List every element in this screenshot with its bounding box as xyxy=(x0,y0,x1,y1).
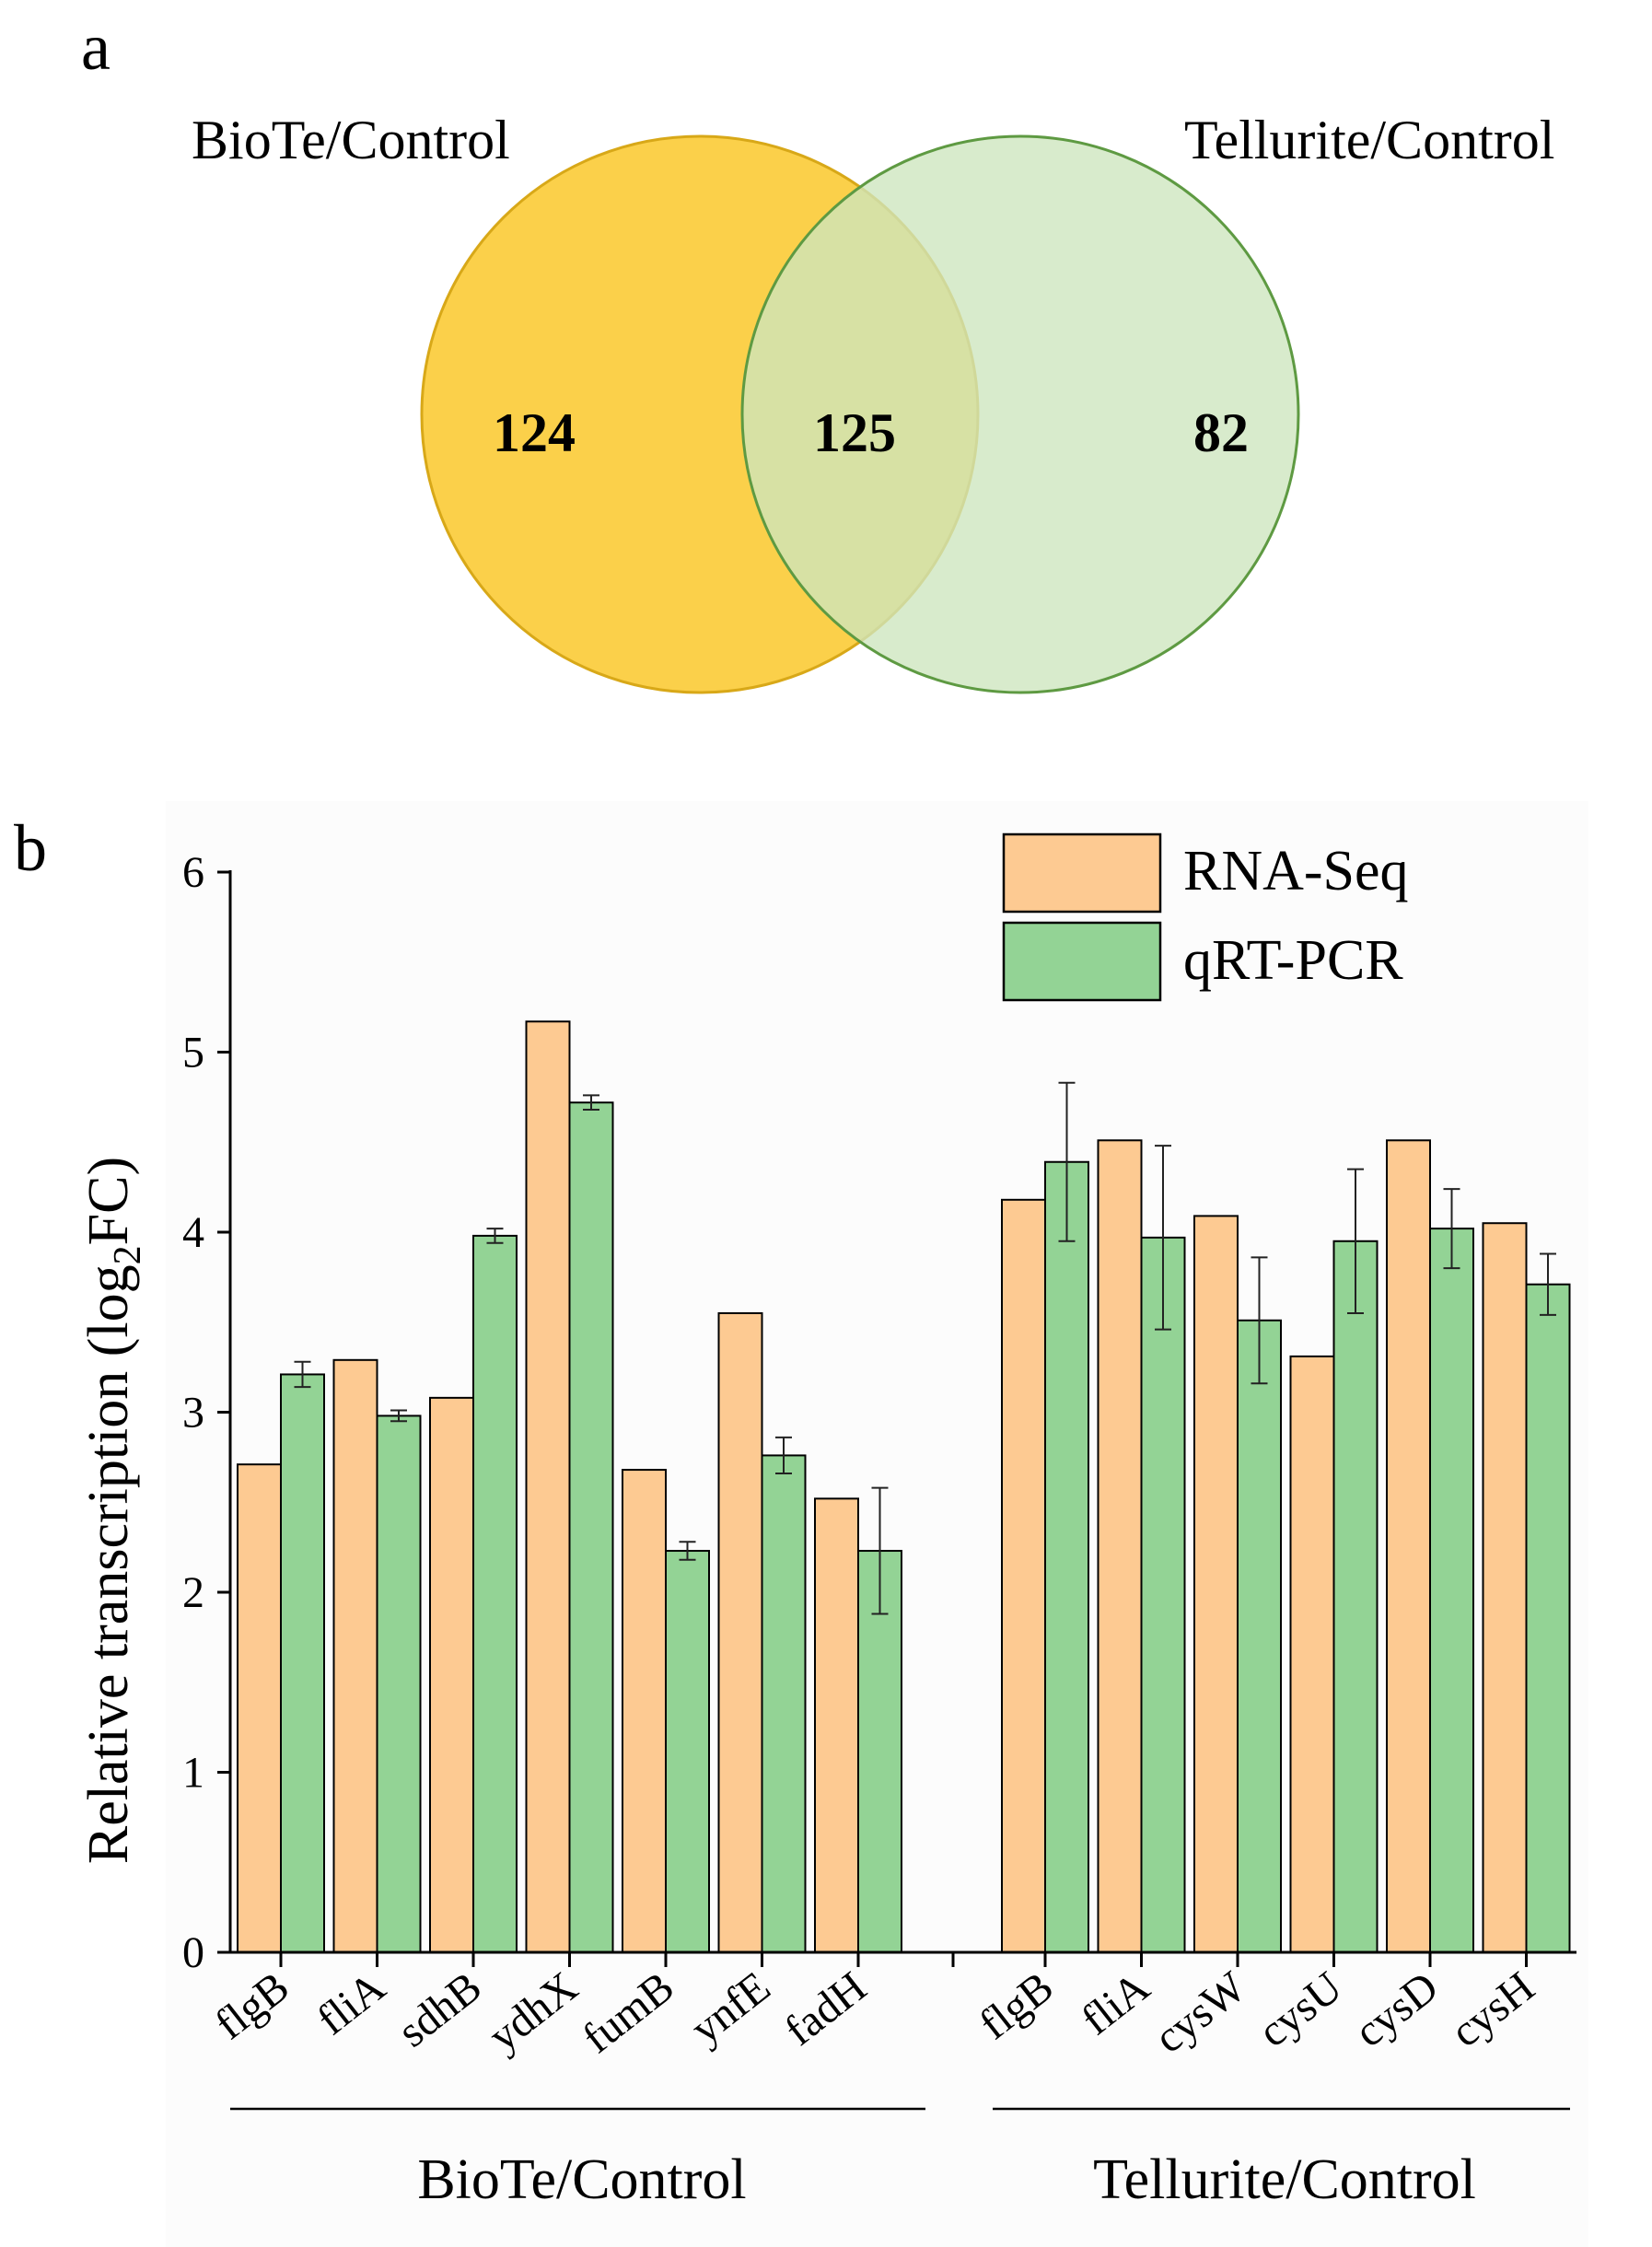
error-bar-qrt-pcr-cysD xyxy=(1443,1188,1460,1270)
error-bar-qrt-pcr-fliA xyxy=(1155,1145,1171,1331)
y-tick-label: 2 xyxy=(182,1568,204,1617)
error-bar-qrt-pcr-flgB xyxy=(294,1360,311,1389)
venn-circle-tellurite xyxy=(740,134,1300,694)
error-bar-qrt-pcr-flgB xyxy=(1058,1081,1076,1242)
bar-rna-seq-cysH xyxy=(1482,1222,1528,1953)
bar-qrt-pcr-ydhX xyxy=(568,1101,614,1953)
legend-swatch-qrt-pcr xyxy=(1002,921,1162,1002)
bar-qrt-pcr-fliA xyxy=(1140,1236,1186,1953)
bar-rna-seq-cysU xyxy=(1289,1355,1335,1953)
panel-b: b Relative transcription (log2FC) 012345… xyxy=(14,801,1588,2247)
bar-qrt-pcr-flgB xyxy=(1044,1160,1089,1953)
error-bar-qrt-pcr-fumB xyxy=(679,1541,696,1561)
y-axis-title-end: FC) xyxy=(77,1157,140,1245)
bar-rna-seq-fadH xyxy=(814,1497,859,1953)
group-label-biote: BioTe/Control xyxy=(417,2148,746,2211)
error-bar-qrt-pcr-fadH xyxy=(871,1486,889,1615)
panel-a-label: a xyxy=(81,10,111,84)
y-axis-title-subscript: 2 xyxy=(107,1245,149,1264)
y-axis-title-main: Relative transcription (log xyxy=(77,1264,140,1864)
bar-qrt-pcr-fadH xyxy=(857,1550,902,1954)
bar-rna-seq-flgB xyxy=(1001,1198,1046,1954)
bar-qrt-pcr-cysU xyxy=(1332,1240,1379,1953)
error-bar-qrt-pcr-fliA xyxy=(390,1409,407,1423)
y-tick-label: 0 xyxy=(182,1928,204,1977)
bar-qrt-pcr-ynfE xyxy=(761,1454,807,1954)
y-tick-label: 3 xyxy=(182,1389,204,1438)
panel-b-label: b xyxy=(14,811,47,885)
y-tick-label: 5 xyxy=(182,1029,204,1077)
bar-qrt-pcr-cysD xyxy=(1429,1228,1474,1953)
bar-qrt-pcr-cysH xyxy=(1525,1283,1571,1953)
bar-rna-seq-ydhX xyxy=(525,1020,571,1953)
y-tick-label: 4 xyxy=(182,1208,204,1257)
venn-overlap-count: 125 xyxy=(813,402,896,463)
bar-rna-seq-cysD xyxy=(1386,1139,1431,1954)
bar-rna-seq-ynfE xyxy=(717,1311,763,1953)
bar-rna-seq-fliA xyxy=(1097,1139,1143,1954)
error-bar-qrt-pcr-ynfE xyxy=(775,1436,792,1474)
bar-qrt-pcr-sdhB xyxy=(472,1234,518,1954)
bar-qrt-pcr-fumB xyxy=(665,1550,710,1954)
bar-qrt-pcr-fliA xyxy=(376,1415,422,1954)
legend-label-qrt-pcr: qRT-PCR xyxy=(1183,929,1403,992)
bar-rna-seq-flgB xyxy=(237,1463,282,1953)
error-bar-qrt-pcr-cysU xyxy=(1347,1168,1364,1314)
panel-a: a BioTe/Control Tellurite/Control 124 12… xyxy=(81,10,1554,694)
bar-rna-seq-cysW xyxy=(1193,1215,1239,1953)
error-bar-qrt-pcr-cysH xyxy=(1540,1252,1556,1316)
legend-swatch-rna-seq xyxy=(1002,832,1162,914)
bars xyxy=(237,1020,1571,1954)
legend-label-rna-seq: RNA-Seq xyxy=(1183,840,1409,902)
bar-rna-seq-fliA xyxy=(332,1358,378,1954)
group-label-tellurite: Tellurite/Control xyxy=(1093,2148,1476,2211)
y-axis-title: Relative transcription (log2FC) xyxy=(77,1157,149,1864)
bar-rna-seq-fumB xyxy=(622,1469,667,1954)
bar-qrt-pcr-flgB xyxy=(280,1373,325,1953)
y-tick-label: 6 xyxy=(182,848,204,897)
error-bar-qrt-pcr-sdhB xyxy=(486,1228,504,1244)
error-bar-qrt-pcr-cysW xyxy=(1251,1256,1268,1385)
error-bar-qrt-pcr-ydhX xyxy=(583,1094,599,1112)
venn-left-set-label: BioTe/Control xyxy=(192,110,510,170)
y-tick-label: 1 xyxy=(182,1749,204,1798)
legend: RNA-Seq qRT-PCR xyxy=(1002,832,1409,1002)
bar-qrt-pcr-cysW xyxy=(1237,1319,1282,1954)
venn-left-only-count: 124 xyxy=(493,402,576,463)
bar-rna-seq-sdhB xyxy=(429,1396,474,1953)
y-axis: 0 1 2 3 4 5 6 xyxy=(182,848,232,1977)
venn-right-only-count: 82 xyxy=(1193,402,1249,463)
venn-right-set-label: Tellurite/Control xyxy=(1184,110,1554,170)
